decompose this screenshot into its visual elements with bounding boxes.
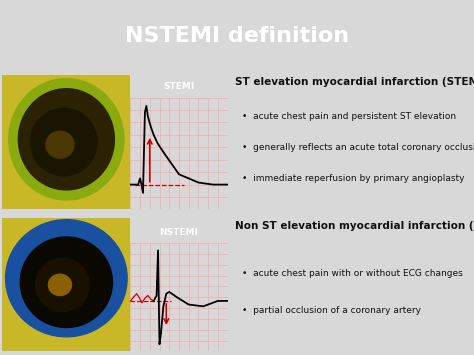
Ellipse shape <box>46 131 74 158</box>
Text: •  partial occlusion of a coronary artery: • partial occlusion of a coronary artery <box>242 306 421 315</box>
Text: NSTEMI definition: NSTEMI definition <box>125 26 349 45</box>
Text: •  immediate reperfusion by primary angioplasty: • immediate reperfusion by primary angio… <box>242 174 464 184</box>
Ellipse shape <box>18 89 114 190</box>
Text: •  generally reflects an acute total coronary occlusion: • generally reflects an acute total coro… <box>242 143 474 152</box>
Ellipse shape <box>6 220 127 337</box>
Text: NSTEMI: NSTEMI <box>159 228 199 237</box>
Ellipse shape <box>48 274 72 295</box>
Text: ST elevation myocardial infarction (STEMI): ST elevation myocardial infarction (STEM… <box>235 77 474 87</box>
Ellipse shape <box>20 237 112 327</box>
Text: •  acute chest pain and persistent ST elevation: • acute chest pain and persistent ST ele… <box>242 112 456 121</box>
Ellipse shape <box>9 78 124 200</box>
Ellipse shape <box>30 108 97 176</box>
Text: STEMI: STEMI <box>164 82 194 91</box>
Text: Non ST elevation myocardial infarction (NSTEMI): Non ST elevation myocardial infarction (… <box>235 221 474 231</box>
Text: •  acute chest pain with or without ECG changes: • acute chest pain with or without ECG c… <box>242 269 463 278</box>
Ellipse shape <box>36 258 90 312</box>
